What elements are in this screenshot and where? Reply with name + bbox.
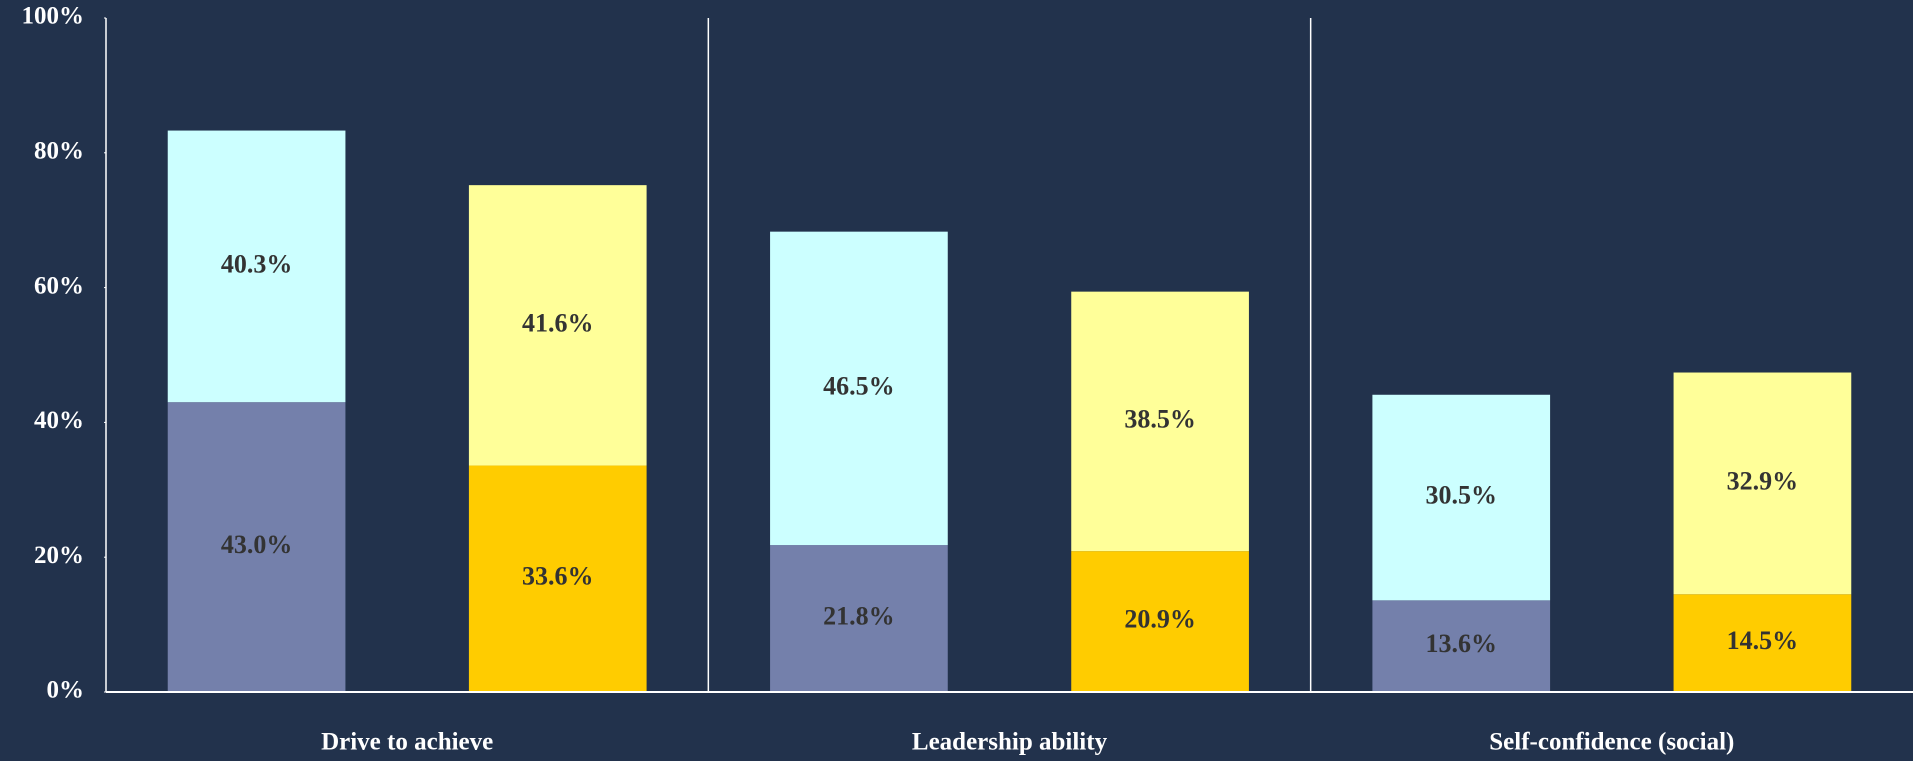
- y-tick-label: 60%: [34, 272, 84, 299]
- y-tick-label: 20%: [34, 542, 84, 569]
- bar-segment: [167, 130, 346, 403]
- value-label: 13.6%: [1426, 629, 1498, 658]
- y-tick-label: 100%: [22, 3, 85, 30]
- y-tick-label: 40%: [34, 407, 84, 434]
- value-label: 30.5%: [1426, 481, 1498, 510]
- bar-segment: [1673, 594, 1852, 692]
- value-label: 32.9%: [1727, 466, 1799, 495]
- x-tick-label: Leadership ability: [912, 729, 1108, 756]
- bar-segment: [770, 545, 948, 692]
- value-label: 33.6%: [522, 562, 594, 591]
- y-tick-label: 80%: [34, 138, 84, 165]
- bar-segment: [468, 465, 647, 692]
- value-label: 20.9%: [1124, 605, 1196, 634]
- y-tick-label: 0%: [47, 677, 85, 704]
- value-label: 41.6%: [522, 308, 594, 337]
- bar-segment: [1071, 551, 1249, 692]
- bar-segment: [1071, 291, 1249, 552]
- value-label: 43.0%: [221, 530, 293, 559]
- bar-segment: [1673, 372, 1852, 595]
- bar-segment: [1372, 394, 1551, 601]
- value-label: 38.5%: [1124, 404, 1196, 433]
- x-tick-label: Drive to achieve: [321, 729, 493, 756]
- bar-segment: [167, 402, 346, 692]
- value-label: 40.3%: [221, 249, 293, 278]
- value-label: 14.5%: [1727, 626, 1799, 655]
- bar-segment: [468, 185, 647, 466]
- bar-segment: [770, 231, 948, 546]
- value-label: 46.5%: [823, 371, 895, 400]
- value-label: 21.8%: [823, 602, 895, 631]
- x-tick-label: Self-confidence (social): [1489, 729, 1734, 756]
- bar-segment: [1372, 600, 1551, 692]
